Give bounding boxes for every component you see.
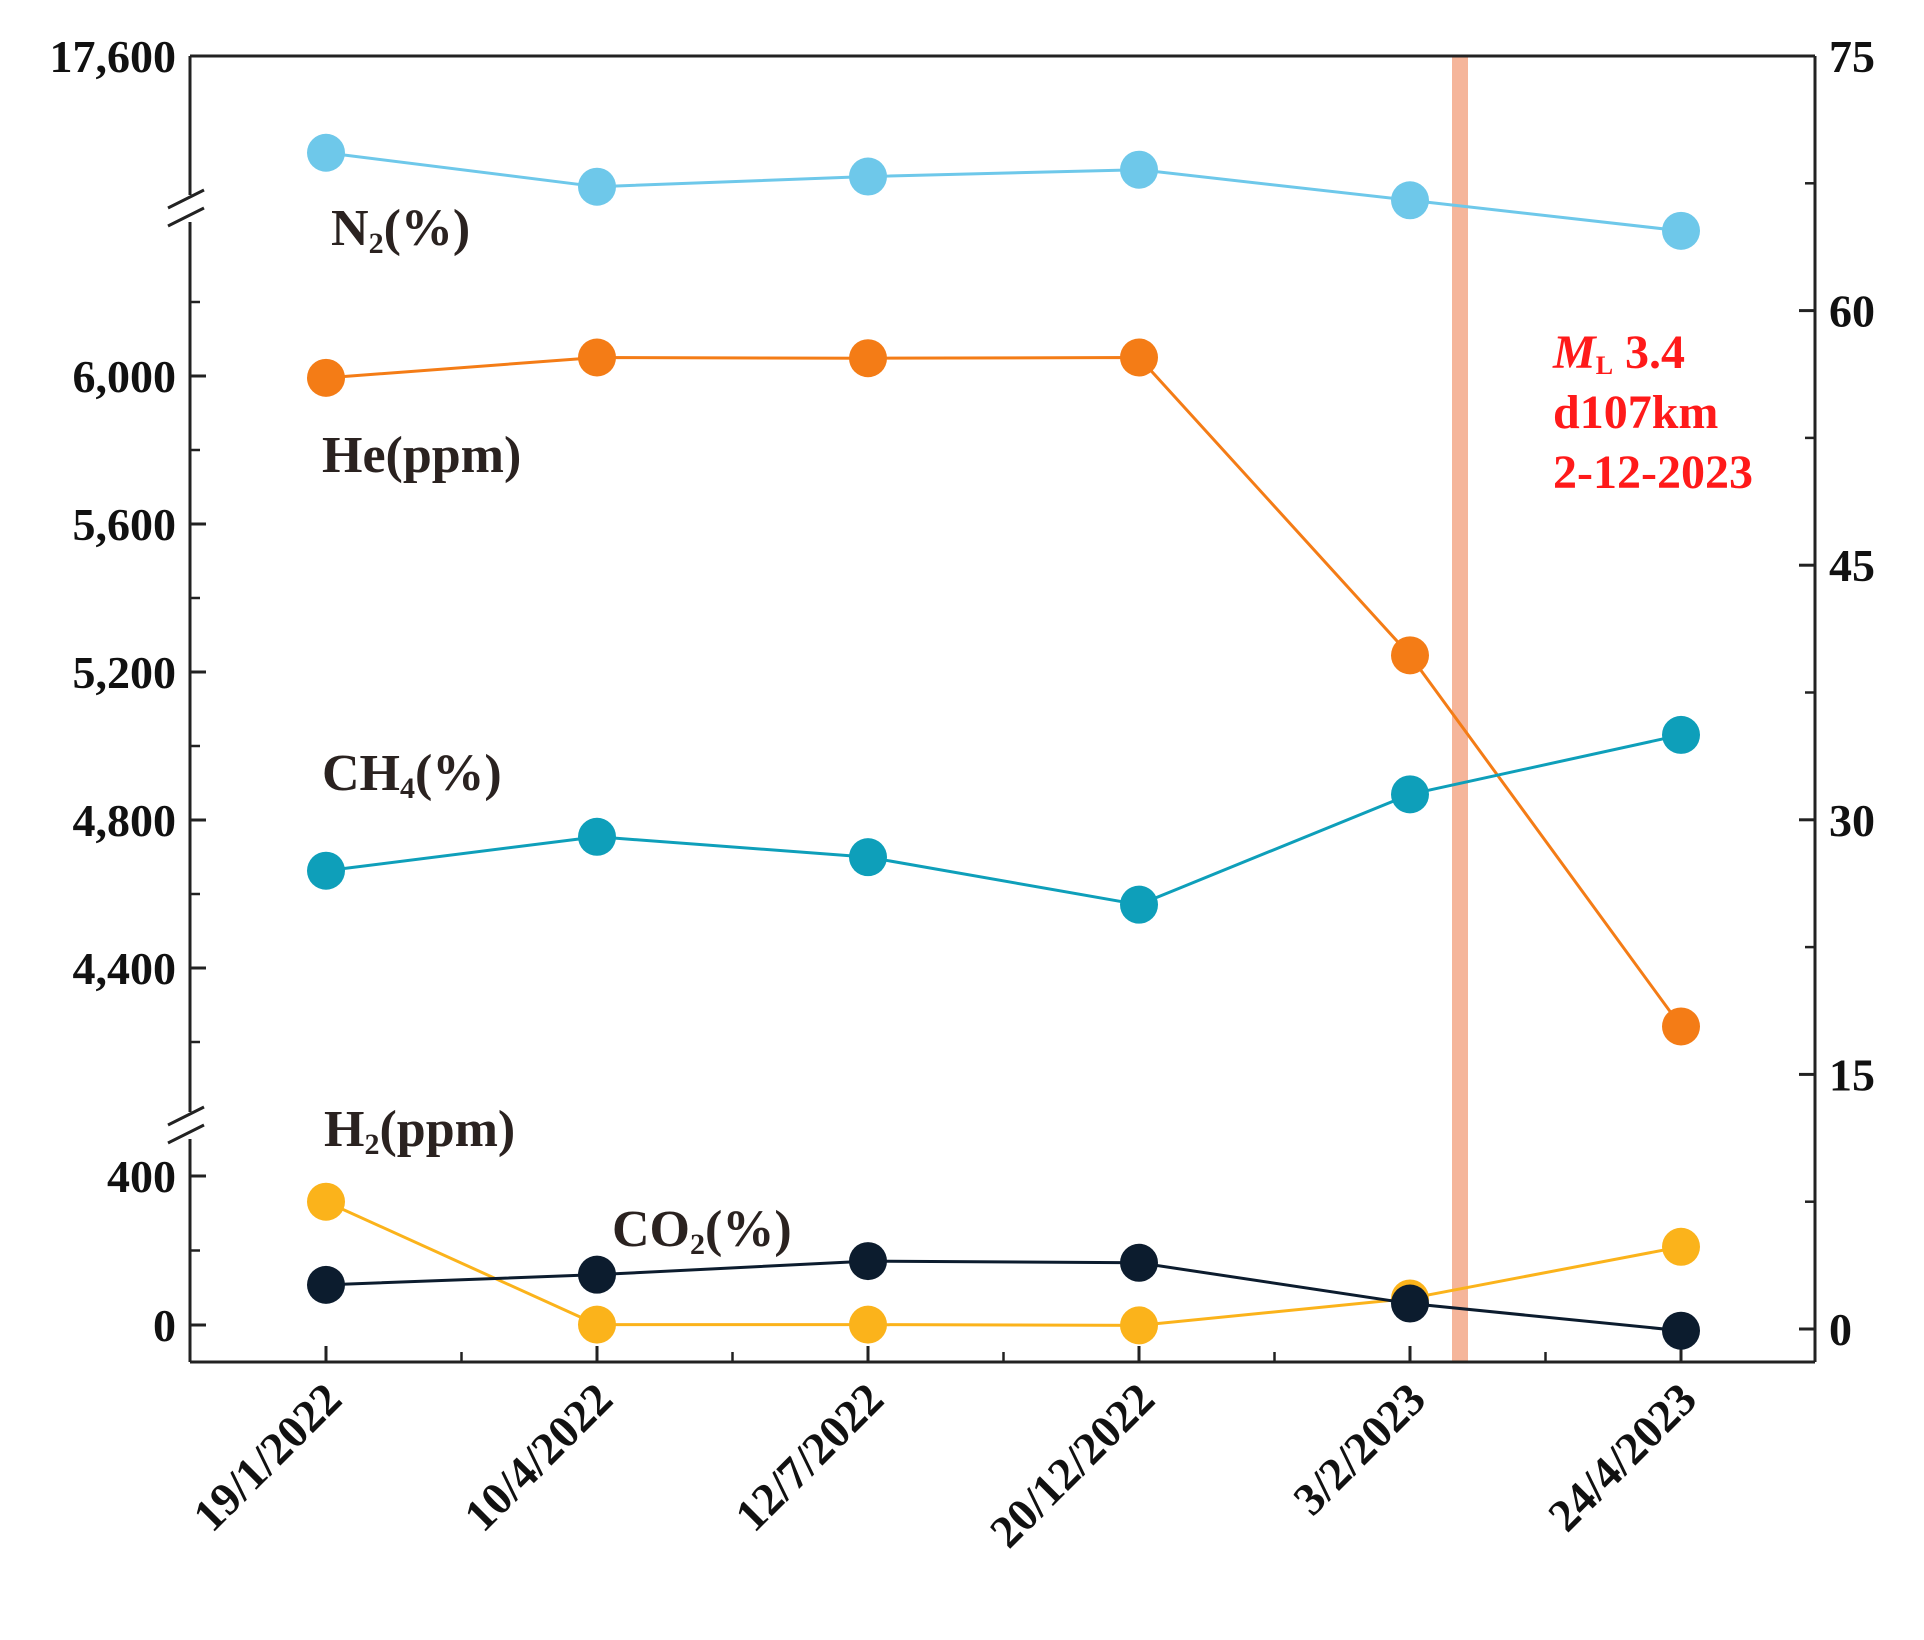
data-point-ch4-20-12-2022	[1120, 885, 1158, 924]
right-tick-label-15: 15	[1829, 1049, 1875, 1100]
data-point-h2-ppm-12-7-2022	[849, 1305, 887, 1344]
data-point-n2-19-1-2022	[307, 133, 345, 172]
axis-break-mark-top-a	[167, 188, 205, 210]
axis-break-mark-bottom-a	[167, 1105, 205, 1127]
series-label-unit: (%)	[415, 745, 502, 802]
data-point-h2-ppm-24-4-2023	[1662, 1227, 1700, 1266]
series-label-unit: (%)	[384, 200, 471, 257]
data-point-h2-ppm-20-12-2022	[1120, 1306, 1158, 1345]
left-tick-label-4-400: 4,400	[73, 943, 177, 994]
event-magnitude-label: ML 3.4	[1552, 326, 1685, 380]
series-label-subscript: 2	[690, 1228, 705, 1261]
series-label-main: He(ppm)	[322, 427, 521, 484]
series-label-h2-ppm: H2(ppm)	[324, 1101, 515, 1161]
series-label-subscript: 2	[369, 227, 384, 260]
data-point-co2-10-4-2022	[578, 1255, 616, 1294]
left-tick-label-6-000: 6,000	[73, 351, 177, 402]
series-line-n2	[325, 151, 1682, 233]
data-point-h2-ppm-10-4-2022	[578, 1305, 616, 1344]
left-tick-label-400: 400	[107, 1151, 176, 1202]
x-tick-label-10-4-2022: 10/4/2022	[454, 1373, 622, 1541]
data-point-he-ppm-12-7-2022	[849, 339, 887, 378]
x-tick-label-12-7-2022: 12/7/2022	[725, 1373, 893, 1541]
data-point-n2-24-4-2023	[1662, 211, 1700, 250]
data-point-co2-24-4-2023	[1662, 1311, 1700, 1350]
series-label-main: CH	[322, 745, 400, 802]
axis-break-mark-top-b	[167, 206, 205, 228]
x-tick-label-3-2-2023: 3/2/2023	[1283, 1373, 1435, 1525]
x-tick-label-24-4-2023: 24/4/2023	[1538, 1373, 1706, 1541]
series-label-main: CO	[612, 1201, 690, 1258]
data-point-co2-3-2-2023	[1391, 1284, 1429, 1323]
left-tick-label-0: 0	[153, 1300, 176, 1351]
right-tick-label-45: 45	[1829, 540, 1875, 591]
series-label-ch4: CH4(%)	[322, 745, 502, 805]
left-tick-label-4-800: 4,800	[73, 795, 177, 846]
series-lines-group	[307, 133, 1700, 1350]
earthquake-event-group: ML 3.4 d107km 2-12-2023	[1452, 56, 1753, 1362]
data-point-n2-12-7-2022	[849, 157, 887, 196]
event-marker-band	[1452, 56, 1468, 1362]
data-point-n2-10-4-2022	[578, 167, 616, 206]
left-tick-label-17-600: 17,600	[50, 31, 177, 82]
series-label-main: H	[324, 1101, 364, 1158]
series-line-h2-ppm	[325, 1200, 1682, 1327]
series-label-unit: (%)	[705, 1201, 792, 1258]
event-date-label: 2-12-2023	[1553, 446, 1753, 499]
series-label-subscript: 4	[400, 772, 415, 805]
right-tick-label-0: 0	[1829, 1304, 1852, 1355]
data-point-ch4-12-7-2022	[849, 838, 887, 877]
data-point-he-ppm-10-4-2022	[578, 338, 616, 377]
right-tick-label-75: 75	[1829, 31, 1875, 82]
data-point-co2-12-7-2022	[849, 1242, 887, 1281]
left-tick-label-5-200: 5,200	[73, 647, 177, 698]
series-label-co2: CO2(%)	[612, 1201, 792, 1261]
data-point-n2-3-2-2023	[1391, 181, 1429, 220]
right-tick-label-30: 30	[1829, 795, 1875, 846]
series-line-co2	[325, 1259, 1682, 1333]
event-magnitude-subscript: L	[1596, 351, 1613, 380]
series-line-ch4	[325, 733, 1682, 907]
data-point-ch4-10-4-2022	[578, 817, 616, 856]
series-line-he-ppm	[325, 356, 1683, 1028]
data-point-ch4-24-4-2023	[1662, 715, 1700, 754]
data-point-h2-ppm-19-1-2022	[307, 1182, 345, 1221]
event-depth-label: d107km	[1553, 386, 1718, 439]
data-point-co2-19-1-2022	[307, 1265, 345, 1304]
series-label-subscript: 2	[364, 1128, 379, 1161]
data-point-n2-20-12-2022	[1120, 150, 1158, 189]
series-label-he-ppm: He(ppm)	[322, 427, 521, 484]
right-tick-label-60: 60	[1829, 286, 1875, 337]
axis-break-mark-bottom-b	[167, 1123, 205, 1145]
data-point-he-ppm-3-2-2023	[1391, 636, 1429, 675]
series-label-main: N	[331, 200, 369, 257]
event-magnitude-symbol: M	[1552, 326, 1598, 379]
x-tick-label-20-12-2022: 20/12/2022	[980, 1373, 1164, 1557]
data-point-he-ppm-19-1-2022	[307, 358, 345, 397]
series-label-unit: (ppm)	[379, 1101, 515, 1158]
series-labels-group: N2(%)He(ppm)CH4(%)H2(ppm)CO2(%)	[322, 200, 792, 1261]
data-point-co2-20-12-2022	[1120, 1243, 1158, 1282]
data-point-ch4-19-1-2022	[307, 851, 345, 890]
event-magnitude-value: 3.4	[1613, 326, 1685, 379]
data-point-he-ppm-20-12-2022	[1120, 338, 1158, 377]
data-point-he-ppm-24-4-2023	[1662, 1007, 1700, 1046]
x-tick-label-19-1-2022: 19/1/2022	[183, 1373, 351, 1541]
data-point-ch4-3-2-2023	[1391, 775, 1429, 814]
left-tick-label-5-600: 5,600	[73, 499, 177, 550]
series-label-n2: N2(%)	[331, 200, 470, 260]
